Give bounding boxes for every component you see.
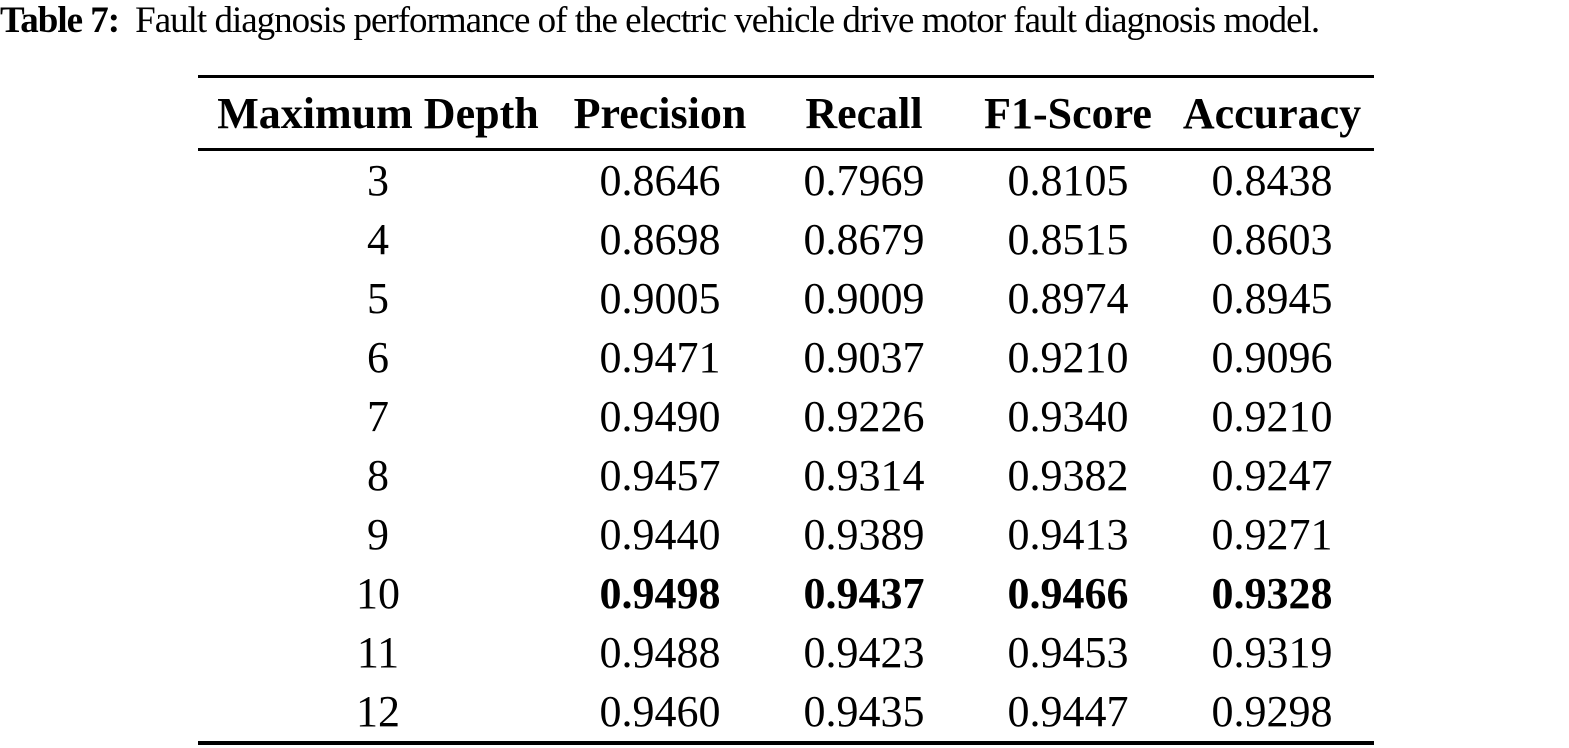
caption-text: Fault diagnosis performance of the elect… xyxy=(135,0,1320,41)
table-row: 10 0.9498 0.9437 0.9466 0.9328 xyxy=(198,564,1374,623)
column-header-precision: Precision xyxy=(558,76,762,151)
accuracy-cell: 0.9247 xyxy=(1211,451,1333,500)
precision-cell: 0.9460 xyxy=(599,687,721,736)
precision-cell: 0.9488 xyxy=(599,628,721,677)
precision-cell: 0.9440 xyxy=(599,510,721,559)
table-row: 6 0.9471 0.9037 0.9210 0.9096 xyxy=(198,328,1374,387)
recall-cell: 0.9009 xyxy=(803,274,925,323)
accuracy-cell: 0.9319 xyxy=(1211,628,1333,677)
column-header-f1-score: F1-Score xyxy=(966,76,1170,151)
table-row: 11 0.9488 0.9423 0.9453 0.9319 xyxy=(198,623,1374,682)
column-header-maximum-depth: Maximum Depth xyxy=(198,76,558,151)
header-row: Maximum Depth Precision Recall F1-Score … xyxy=(198,76,1374,151)
accuracy-cell: 0.9271 xyxy=(1211,510,1333,559)
f1-score-cell: 0.9453 xyxy=(1007,628,1129,677)
recall-cell: 0.7969 xyxy=(803,156,925,205)
column-header-accuracy: Accuracy xyxy=(1170,76,1374,151)
table-row: 12 0.9460 0.9435 0.9447 0.9298 xyxy=(198,682,1374,743)
depth-cell: 6 xyxy=(367,333,389,382)
depth-cell: 4 xyxy=(367,215,389,264)
table-row: 7 0.9490 0.9226 0.9340 0.9210 xyxy=(198,387,1374,446)
accuracy-cell: 0.9328 xyxy=(1211,569,1333,618)
recall-cell: 0.9437 xyxy=(803,569,925,618)
depth-cell: 10 xyxy=(356,569,400,618)
depth-cell: 7 xyxy=(367,392,389,441)
accuracy-cell: 0.8438 xyxy=(1211,156,1333,205)
f1-score-cell: 0.9340 xyxy=(1007,392,1129,441)
depth-cell: 5 xyxy=(367,274,389,323)
depth-cell: 3 xyxy=(367,156,389,205)
precision-cell: 0.9005 xyxy=(599,274,721,323)
depth-cell: 11 xyxy=(356,628,400,677)
accuracy-cell: 0.8945 xyxy=(1211,274,1333,323)
f1-score-cell: 0.9382 xyxy=(1007,451,1129,500)
accuracy-cell: 0.9210 xyxy=(1211,392,1333,441)
f1-score-cell: 0.8974 xyxy=(1007,274,1129,323)
precision-cell: 0.9490 xyxy=(599,392,721,441)
table-row: 5 0.9005 0.9009 0.8974 0.8945 xyxy=(198,269,1374,328)
table-row: 3 0.8646 0.7969 0.8105 0.8438 xyxy=(198,150,1374,211)
depth-cell: 8 xyxy=(367,451,389,500)
recall-cell: 0.9389 xyxy=(803,510,925,559)
accuracy-cell: 0.8603 xyxy=(1211,215,1333,264)
table-row: 4 0.8698 0.8679 0.8515 0.8603 xyxy=(198,210,1374,269)
precision-cell: 0.9498 xyxy=(599,569,721,618)
f1-score-cell: 0.9210 xyxy=(1007,333,1129,382)
depth-cell: 9 xyxy=(367,510,389,559)
table-caption: Table 7: Fault diagnosis performance of t… xyxy=(0,0,1569,45)
f1-score-cell: 0.8515 xyxy=(1007,215,1129,264)
f1-score-cell: 0.9413 xyxy=(1007,510,1129,559)
recall-cell: 0.8679 xyxy=(803,215,925,264)
f1-score-cell: 0.9466 xyxy=(1007,569,1129,618)
f1-score-cell: 0.8105 xyxy=(1007,156,1129,205)
precision-cell: 0.9471 xyxy=(599,333,721,382)
recall-cell: 0.9226 xyxy=(803,392,925,441)
table-row: 9 0.9440 0.9389 0.9413 0.9271 xyxy=(198,505,1374,564)
depth-cell: 12 xyxy=(356,687,400,736)
results-table: Maximum Depth Precision Recall F1-Score … xyxy=(198,75,1374,745)
table-row: 8 0.9457 0.9314 0.9382 0.9247 xyxy=(198,446,1374,505)
precision-cell: 0.9457 xyxy=(599,451,721,500)
caption-label: Table 7: xyxy=(0,0,120,41)
recall-cell: 0.9435 xyxy=(803,687,925,736)
accuracy-cell: 0.9298 xyxy=(1211,687,1333,736)
precision-cell: 0.8646 xyxy=(599,156,721,205)
recall-cell: 0.9314 xyxy=(803,451,925,500)
column-header-recall: Recall xyxy=(762,76,966,151)
accuracy-cell: 0.9096 xyxy=(1211,333,1333,382)
precision-cell: 0.8698 xyxy=(599,215,721,264)
recall-cell: 0.9423 xyxy=(803,628,925,677)
f1-score-cell: 0.9447 xyxy=(1007,687,1129,736)
recall-cell: 0.9037 xyxy=(803,333,925,382)
